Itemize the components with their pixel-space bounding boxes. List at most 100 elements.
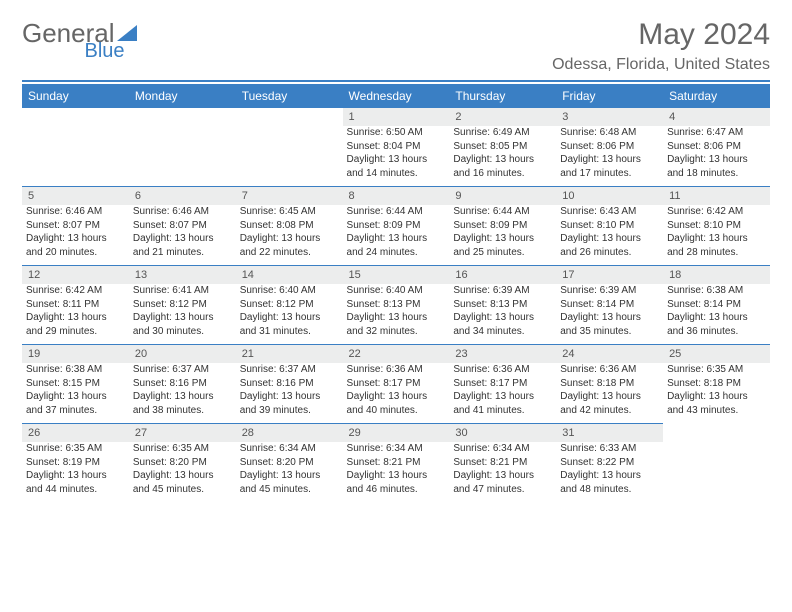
calendar-cell: 29Sunrise: 6:34 AMSunset: 8:21 PMDayligh…: [343, 423, 450, 502]
sunset-line: Sunset: 8:05 PM: [453, 140, 552, 154]
calendar-cell: 20Sunrise: 6:37 AMSunset: 8:16 PMDayligh…: [129, 344, 236, 423]
day-number: 30: [449, 423, 556, 442]
sunrise-line: Sunrise: 6:40 AM: [347, 284, 446, 298]
weekday-header: Tuesday: [236, 84, 343, 108]
sunset-line: Sunset: 8:14 PM: [560, 298, 659, 312]
sunrise-line: Sunrise: 6:37 AM: [133, 363, 232, 377]
day-content: Sunrise: 6:36 AMSunset: 8:17 PMDaylight:…: [343, 363, 450, 423]
weekday-header: Saturday: [663, 84, 770, 108]
sunrise-line: Sunrise: 6:47 AM: [667, 126, 766, 140]
day-content: Sunrise: 6:46 AMSunset: 8:07 PMDaylight:…: [129, 205, 236, 265]
header-separator: [22, 80, 770, 82]
day-number: 22: [343, 344, 450, 363]
day-number: 13: [129, 265, 236, 284]
day-content: Sunrise: 6:33 AMSunset: 8:22 PMDaylight:…: [556, 442, 663, 502]
sunset-line: Sunset: 8:16 PM: [240, 377, 339, 391]
sunset-line: Sunset: 8:09 PM: [453, 219, 552, 233]
calendar-cell: 21Sunrise: 6:37 AMSunset: 8:16 PMDayligh…: [236, 344, 343, 423]
day-number: 21: [236, 344, 343, 363]
daylight-line: Daylight: 13 hours and 14 minutes.: [347, 153, 446, 180]
calendar-cell: 11Sunrise: 6:42 AMSunset: 8:10 PMDayligh…: [663, 186, 770, 265]
day-content: Sunrise: 6:35 AMSunset: 8:18 PMDaylight:…: [663, 363, 770, 423]
day-number: 31: [556, 423, 663, 442]
calendar-cell: 16Sunrise: 6:39 AMSunset: 8:13 PMDayligh…: [449, 265, 556, 344]
daylight-line: Daylight: 13 hours and 28 minutes.: [667, 232, 766, 259]
sunset-line: Sunset: 8:07 PM: [133, 219, 232, 233]
daylight-line: Daylight: 13 hours and 44 minutes.: [26, 469, 125, 496]
calendar-row: 5Sunrise: 6:46 AMSunset: 8:07 PMDaylight…: [22, 186, 770, 265]
calendar-cell: 18Sunrise: 6:38 AMSunset: 8:14 PMDayligh…: [663, 265, 770, 344]
daylight-line: Daylight: 13 hours and 43 minutes.: [667, 390, 766, 417]
daylight-line: Daylight: 13 hours and 16 minutes.: [453, 153, 552, 180]
day-content: Sunrise: 6:48 AMSunset: 8:06 PMDaylight:…: [556, 126, 663, 186]
sunrise-line: Sunrise: 6:38 AM: [26, 363, 125, 377]
sunrise-line: Sunrise: 6:40 AM: [240, 284, 339, 298]
sunrise-line: Sunrise: 6:36 AM: [453, 363, 552, 377]
daylight-line: Daylight: 13 hours and 26 minutes.: [560, 232, 659, 259]
day-number: 1: [343, 108, 450, 126]
day-content: Sunrise: 6:42 AMSunset: 8:11 PMDaylight:…: [22, 284, 129, 344]
sunset-line: Sunset: 8:15 PM: [26, 377, 125, 391]
sunrise-line: Sunrise: 6:44 AM: [453, 205, 552, 219]
day-content: Sunrise: 6:35 AMSunset: 8:20 PMDaylight:…: [129, 442, 236, 502]
calendar-cell: [22, 108, 129, 186]
daylight-line: Daylight: 13 hours and 25 minutes.: [453, 232, 552, 259]
sunrise-line: Sunrise: 6:50 AM: [347, 126, 446, 140]
day-number: 6: [129, 186, 236, 205]
sunrise-line: Sunrise: 6:35 AM: [26, 442, 125, 456]
day-content: Sunrise: 6:46 AMSunset: 8:07 PMDaylight:…: [22, 205, 129, 265]
calendar-cell: 22Sunrise: 6:36 AMSunset: 8:17 PMDayligh…: [343, 344, 450, 423]
calendar-cell: 23Sunrise: 6:36 AMSunset: 8:17 PMDayligh…: [449, 344, 556, 423]
day-content: Sunrise: 6:41 AMSunset: 8:12 PMDaylight:…: [129, 284, 236, 344]
daylight-line: Daylight: 13 hours and 40 minutes.: [347, 390, 446, 417]
calendar-cell: 8Sunrise: 6:44 AMSunset: 8:09 PMDaylight…: [343, 186, 450, 265]
daylight-line: Daylight: 13 hours and 36 minutes.: [667, 311, 766, 338]
day-number: 4: [663, 108, 770, 126]
calendar-cell: 14Sunrise: 6:40 AMSunset: 8:12 PMDayligh…: [236, 265, 343, 344]
day-content: Sunrise: 6:44 AMSunset: 8:09 PMDaylight:…: [343, 205, 450, 265]
page-title: May 2024: [552, 18, 770, 52]
daylight-line: Daylight: 13 hours and 39 minutes.: [240, 390, 339, 417]
sunrise-line: Sunrise: 6:45 AM: [240, 205, 339, 219]
calendar-cell: 1Sunrise: 6:50 AMSunset: 8:04 PMDaylight…: [343, 108, 450, 186]
sunrise-line: Sunrise: 6:37 AM: [240, 363, 339, 377]
daylight-line: Daylight: 13 hours and 41 minutes.: [453, 390, 552, 417]
day-content: Sunrise: 6:34 AMSunset: 8:21 PMDaylight:…: [449, 442, 556, 502]
sunset-line: Sunset: 8:13 PM: [453, 298, 552, 312]
sunset-line: Sunset: 8:11 PM: [26, 298, 125, 312]
sunset-line: Sunset: 8:17 PM: [453, 377, 552, 391]
calendar-cell: 2Sunrise: 6:49 AMSunset: 8:05 PMDaylight…: [449, 108, 556, 186]
sunrise-line: Sunrise: 6:34 AM: [240, 442, 339, 456]
sunrise-line: Sunrise: 6:41 AM: [133, 284, 232, 298]
day-number: 7: [236, 186, 343, 205]
daylight-line: Daylight: 13 hours and 45 minutes.: [240, 469, 339, 496]
sunset-line: Sunset: 8:18 PM: [560, 377, 659, 391]
sunset-line: Sunset: 8:09 PM: [347, 219, 446, 233]
weekday-header: Monday: [129, 84, 236, 108]
sunset-line: Sunset: 8:18 PM: [667, 377, 766, 391]
day-number: 24: [556, 344, 663, 363]
weekday-row: SundayMondayTuesdayWednesdayThursdayFrid…: [22, 84, 770, 108]
sunrise-line: Sunrise: 6:39 AM: [560, 284, 659, 298]
sunset-line: Sunset: 8:04 PM: [347, 140, 446, 154]
sunrise-line: Sunrise: 6:48 AM: [560, 126, 659, 140]
sunset-line: Sunset: 8:22 PM: [560, 456, 659, 470]
sunrise-line: Sunrise: 6:35 AM: [133, 442, 232, 456]
calendar-cell: 3Sunrise: 6:48 AMSunset: 8:06 PMDaylight…: [556, 108, 663, 186]
daylight-line: Daylight: 13 hours and 24 minutes.: [347, 232, 446, 259]
daylight-line: Daylight: 13 hours and 34 minutes.: [453, 311, 552, 338]
day-content: Sunrise: 6:38 AMSunset: 8:15 PMDaylight:…: [22, 363, 129, 423]
daylight-line: Daylight: 13 hours and 29 minutes.: [26, 311, 125, 338]
calendar-row: 1Sunrise: 6:50 AMSunset: 8:04 PMDaylight…: [22, 108, 770, 186]
sunrise-line: Sunrise: 6:49 AM: [453, 126, 552, 140]
day-content: Sunrise: 6:40 AMSunset: 8:13 PMDaylight:…: [343, 284, 450, 344]
daylight-line: Daylight: 13 hours and 31 minutes.: [240, 311, 339, 338]
day-content: Sunrise: 6:35 AMSunset: 8:19 PMDaylight:…: [22, 442, 129, 502]
sunrise-line: Sunrise: 6:46 AM: [26, 205, 125, 219]
day-content: Sunrise: 6:44 AMSunset: 8:09 PMDaylight:…: [449, 205, 556, 265]
sunrise-line: Sunrise: 6:42 AM: [667, 205, 766, 219]
sunset-line: Sunset: 8:06 PM: [560, 140, 659, 154]
day-number: 5: [22, 186, 129, 205]
day-number: 19: [22, 344, 129, 363]
sunset-line: Sunset: 8:21 PM: [347, 456, 446, 470]
